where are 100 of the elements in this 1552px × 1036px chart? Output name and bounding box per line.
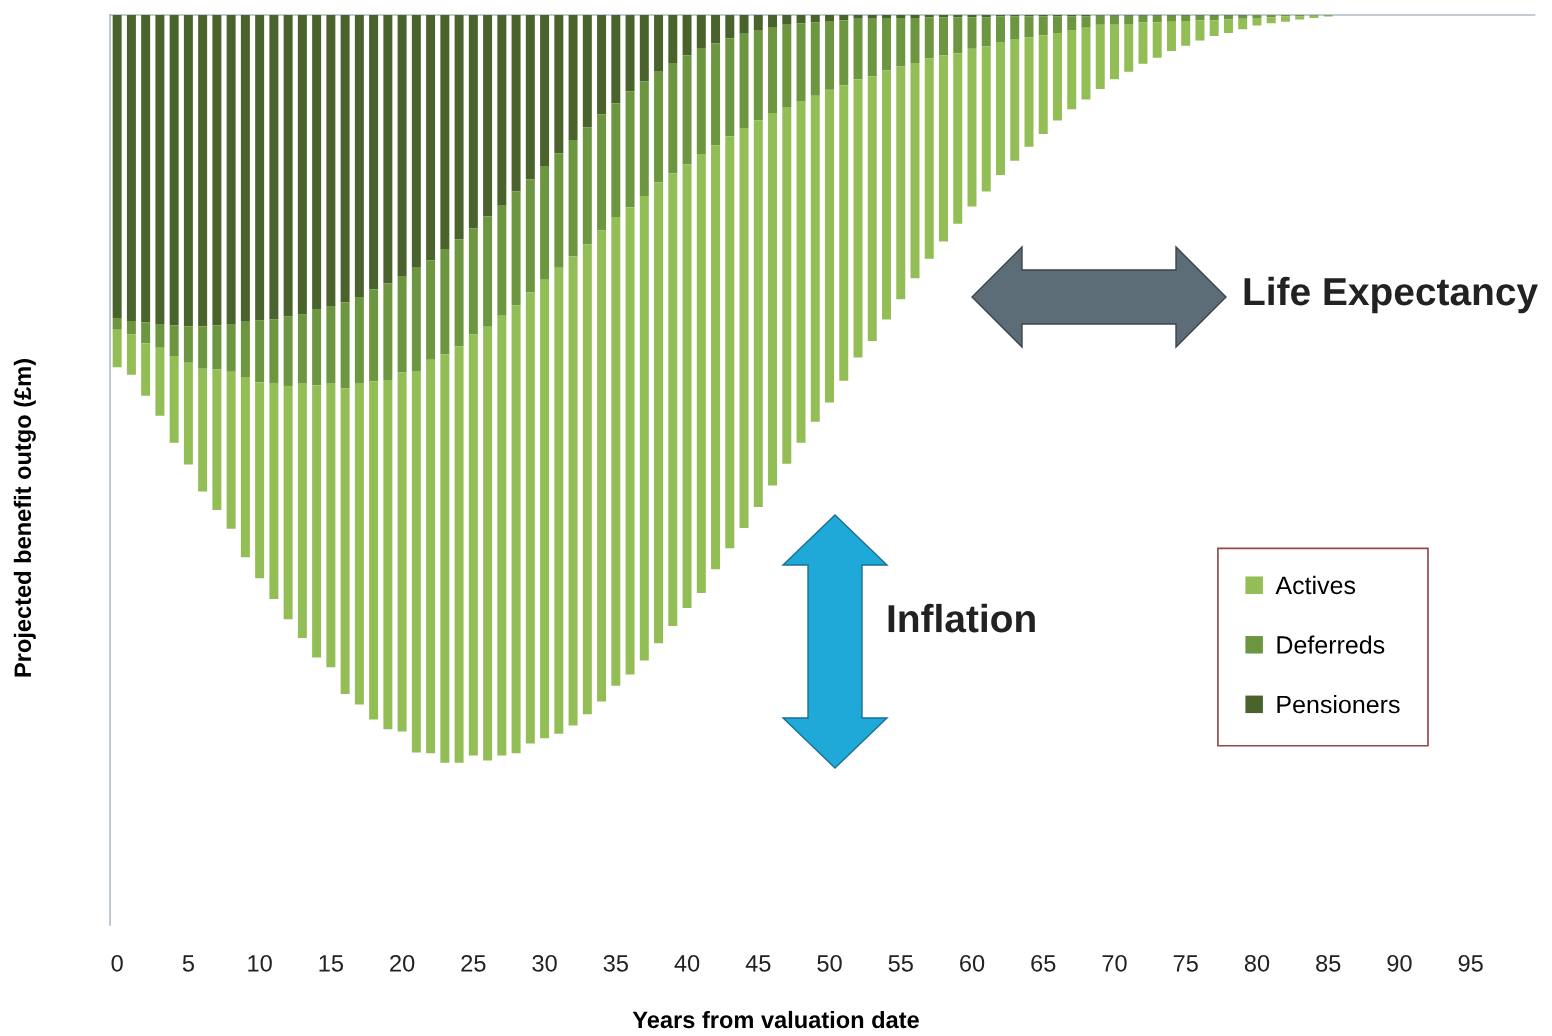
- bar: [155, 323, 165, 348]
- bar: [312, 308, 322, 386]
- bar: [853, 15, 863, 19]
- bar: [910, 15, 920, 19]
- bar: [497, 315, 507, 756]
- x-tick-label: 80: [1244, 954, 1270, 972]
- bar: [126, 334, 136, 375]
- bar: [1266, 17, 1276, 24]
- bar: [226, 323, 236, 372]
- bar: [768, 112, 778, 486]
- bar: [996, 16, 1005, 42]
- bar: [240, 321, 250, 377]
- bar: [981, 46, 991, 192]
- x-tick-label: 5: [182, 955, 194, 972]
- bar: [996, 41, 1005, 176]
- bar: [169, 15, 179, 326]
- bar: [924, 58, 934, 259]
- bar: [198, 326, 208, 369]
- bar: [910, 62, 920, 279]
- bar: [711, 145, 721, 570]
- bar: [782, 107, 792, 464]
- bar: [867, 76, 877, 342]
- bar: [511, 305, 521, 754]
- bar: [155, 347, 165, 416]
- bar: [354, 15, 364, 297]
- x-tick-label: 0: [111, 954, 123, 972]
- bar: [825, 89, 835, 403]
- bar: [568, 15, 578, 140]
- bar: [1124, 15, 1134, 24]
- bar: [1166, 21, 1176, 51]
- bar: [1238, 18, 1248, 30]
- bar: [411, 267, 421, 371]
- x-tick-label: 30: [532, 954, 557, 972]
- bar: [981, 15, 991, 18]
- x-tick-label: 20: [390, 954, 415, 972]
- bar: [810, 95, 820, 422]
- x-tick-label: 25: [461, 954, 486, 972]
- bar: [525, 292, 535, 744]
- bar: [654, 71, 664, 183]
- x-tick-label: 75: [1173, 955, 1198, 972]
- bar: [454, 15, 464, 240]
- bar: [468, 15, 478, 229]
- bar: [1038, 35, 1048, 134]
- bar: [312, 15, 322, 309]
- bar: [1067, 16, 1077, 30]
- bar: [468, 334, 478, 756]
- bar: [839, 20, 849, 86]
- x-tick-label: 35: [603, 954, 628, 972]
- bar: [753, 15, 763, 30]
- x-tick-label: 85: [1316, 954, 1341, 972]
- bar: [753, 29, 763, 121]
- bar: [1252, 15, 1262, 19]
- bar: [1209, 15, 1219, 21]
- bar: [1124, 24, 1134, 72]
- bar: [1280, 16, 1290, 22]
- bar: [725, 15, 735, 39]
- bar: [240, 376, 250, 558]
- bar: [497, 15, 507, 205]
- bar: [953, 53, 963, 224]
- bar: [141, 343, 151, 396]
- bar: [169, 325, 179, 357]
- y-axis-title: Projected benefit outgo (£m): [13, 359, 36, 677]
- bar: [440, 15, 450, 250]
- bar: [1181, 21, 1191, 46]
- bar: [839, 85, 849, 381]
- bar: [654, 15, 664, 72]
- bar: [825, 21, 835, 90]
- bar: [625, 207, 635, 675]
- bar: [796, 101, 806, 443]
- bar: [896, 15, 906, 19]
- bar: [1252, 18, 1262, 26]
- bar: [939, 15, 948, 18]
- bar: [739, 33, 749, 128]
- bar: [867, 18, 877, 77]
- bar: [540, 166, 550, 280]
- bar: [682, 55, 692, 165]
- bar: [1081, 27, 1091, 100]
- bar: [183, 326, 193, 363]
- bar: [1053, 32, 1062, 121]
- bar: [668, 62, 678, 174]
- bar: [198, 368, 208, 492]
- bar: [126, 320, 136, 335]
- bar: [525, 15, 535, 180]
- bar: [668, 15, 678, 63]
- bar: [696, 48, 706, 155]
- bar: [696, 15, 706, 49]
- bar: [682, 15, 692, 56]
- bar: [739, 15, 749, 34]
- bar: [1181, 15, 1191, 21]
- bar: [1223, 15, 1233, 20]
- bar: [525, 179, 535, 293]
- bar: [183, 362, 193, 465]
- bar: [910, 18, 920, 63]
- bar: [1266, 15, 1276, 18]
- bar: [312, 385, 322, 658]
- bar: [411, 371, 421, 753]
- bar: [639, 196, 649, 661]
- bar: [1038, 16, 1048, 36]
- bar: [1138, 22, 1148, 64]
- bar: [1223, 19, 1233, 33]
